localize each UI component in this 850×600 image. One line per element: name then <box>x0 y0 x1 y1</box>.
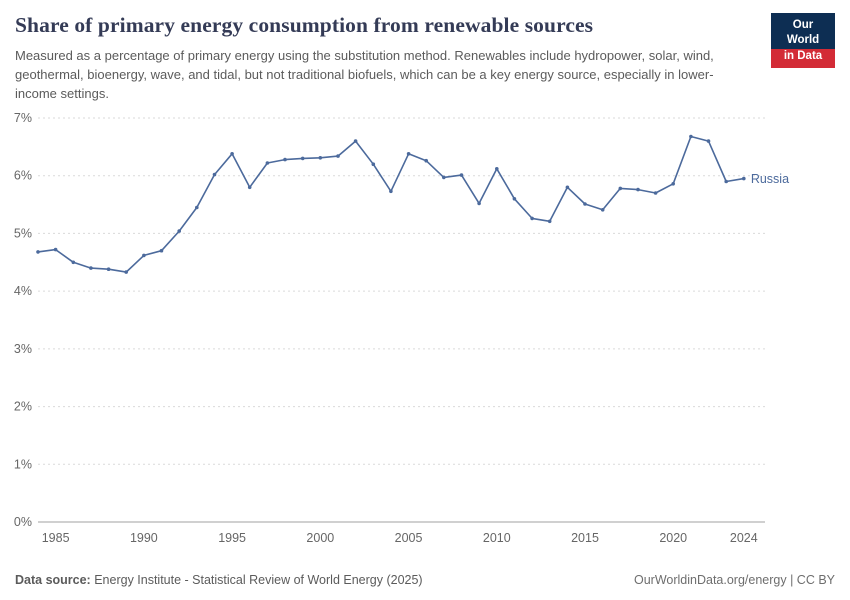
data-point[interactable] <box>212 172 217 176</box>
y-tick-label: 7% <box>14 111 32 125</box>
data-point[interactable] <box>124 269 128 274</box>
x-tick-label: 2024 <box>730 531 758 545</box>
chart-header: Share of primary energy consumption from… <box>0 0 850 104</box>
data-source-note: Data source: Energy Institute - Statisti… <box>15 573 423 587</box>
data-point[interactable] <box>512 196 517 201</box>
data-point[interactable] <box>89 265 93 270</box>
data-point[interactable] <box>53 247 58 251</box>
data-point[interactable] <box>689 134 693 138</box>
data-point[interactable] <box>671 181 675 186</box>
data-source-label: Data source: <box>15 573 91 587</box>
data-point[interactable] <box>583 201 587 206</box>
data-point[interactable] <box>530 216 534 220</box>
data-point[interactable] <box>565 185 570 189</box>
data-point[interactable] <box>230 151 234 156</box>
data-point[interactable] <box>618 186 623 190</box>
owid-logo-line2: in Data <box>771 48 835 68</box>
data-point[interactable] <box>106 266 111 271</box>
chart-canvas[interactable]: 0% 1% 2% 3% 4% 5% 6% 7% 1985 1990 1995 2000 2005 2010… <box>0 106 850 556</box>
trend-line <box>37 135 745 273</box>
data-point[interactable] <box>547 219 552 223</box>
data-point[interactable] <box>495 166 499 171</box>
data-point[interactable] <box>724 179 728 183</box>
owid-logo[interactable]: Our World in Data <box>771 13 835 68</box>
y-tick-label: 4% <box>14 284 32 298</box>
data-source-text: Energy Institute - Statistical Review of… <box>90 573 423 587</box>
data-point[interactable] <box>71 260 76 264</box>
data-point[interactable] <box>142 253 146 257</box>
x-tick-label: 2020 <box>659 531 687 545</box>
chart-subtitle: Measured as a percentage of primary ener… <box>15 48 714 101</box>
y-tick-label: 2% <box>14 399 32 413</box>
chart-footer: Data source: Energy Institute - Statisti… <box>0 565 850 600</box>
y-tick-label: 5% <box>14 226 32 240</box>
data-point[interactable] <box>300 156 305 160</box>
data-point[interactable] <box>353 138 358 143</box>
data-point[interactable] <box>477 201 481 205</box>
data-point[interactable] <box>159 248 164 253</box>
series-label[interactable]: Russia <box>751 172 789 186</box>
data-point[interactable] <box>706 138 711 143</box>
x-tick-label: 1990 <box>130 531 158 545</box>
page-title: Share of primary energy consumption from… <box>15 13 594 37</box>
data-point[interactable] <box>742 176 746 180</box>
data-point[interactable] <box>195 205 199 209</box>
data-point[interactable] <box>389 189 393 193</box>
data-point[interactable] <box>459 172 464 177</box>
x-tick-label: 2000 <box>306 531 334 545</box>
y-tick-label: 3% <box>14 341 32 355</box>
x-tick-label: 2010 <box>483 531 511 545</box>
data-point[interactable] <box>283 157 287 161</box>
data-point[interactable] <box>442 175 446 179</box>
x-tick-label: 1995 <box>218 531 246 545</box>
x-tick-label: 2005 <box>395 531 423 545</box>
data-point[interactable] <box>653 190 658 195</box>
data-point[interactable] <box>636 187 640 191</box>
data-point[interactable] <box>177 228 181 233</box>
x-tick-label: 2015 <box>571 531 599 545</box>
data-point[interactable] <box>36 249 40 254</box>
x-tick-label: 1985 <box>42 531 70 545</box>
owid-logo-line1: Our World <box>771 13 835 49</box>
data-point[interactable] <box>336 153 340 158</box>
data-point[interactable] <box>424 158 429 163</box>
y-tick-label: 6% <box>14 168 32 182</box>
data-point[interactable] <box>406 151 411 156</box>
data-point[interactable] <box>247 185 252 189</box>
attribution-link[interactable]: OurWorldinData.org/energy | CC BY <box>633 573 835 587</box>
y-tick-label: 1% <box>14 457 32 471</box>
data-point[interactable] <box>600 207 605 212</box>
data-point[interactable] <box>371 161 376 166</box>
y-tick-label: 0% <box>14 515 32 529</box>
data-point[interactable] <box>318 155 323 160</box>
data-point[interactable] <box>265 160 270 165</box>
